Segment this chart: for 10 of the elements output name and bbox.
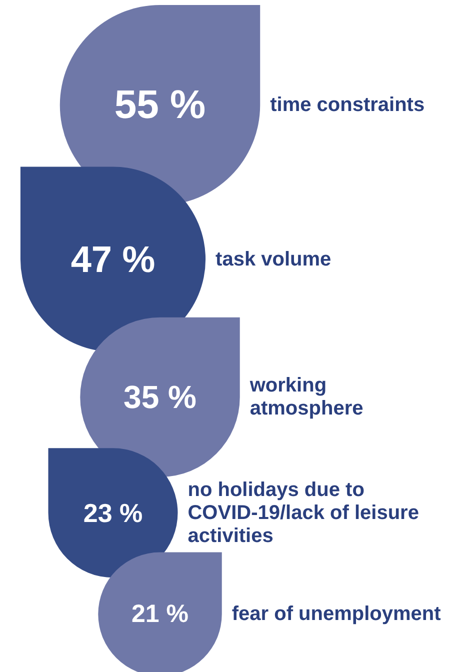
data-label: 23 % bbox=[83, 498, 143, 528]
category-label: fear of unemployment bbox=[232, 603, 442, 626]
category-label: working atmosphere bbox=[248, 374, 364, 420]
category-label: no holidays due to COVID-19/lack of leisure activities bbox=[188, 478, 425, 547]
category-label: time constraints bbox=[270, 94, 425, 116]
data-label: 47 % bbox=[70, 238, 156, 280]
data-label: 55 % bbox=[114, 83, 206, 128]
category-label: task volume bbox=[216, 248, 332, 270]
data-label: 21 % bbox=[132, 600, 188, 628]
data-label: 35 % bbox=[124, 379, 196, 416]
